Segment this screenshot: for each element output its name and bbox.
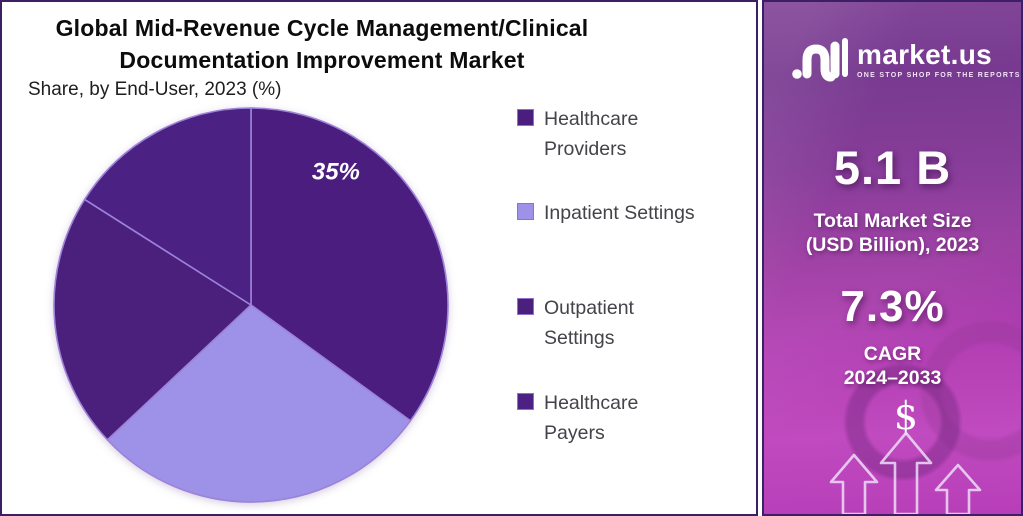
pie-slice-2 xyxy=(53,198,252,441)
pie-slice-0 xyxy=(250,107,449,422)
arrow-up-right-icon xyxy=(934,463,982,514)
brand-logo: market.us ONE STOP SHOP FOR THE REPORTS xyxy=(792,36,1021,84)
arrow-up-left-icon xyxy=(829,453,879,514)
legend-item-3: Healthcare Payers xyxy=(517,388,638,448)
pie-slice-1 xyxy=(106,304,412,503)
brand-tagline: ONE STOP SHOP FOR THE REPORTS xyxy=(857,72,1021,79)
legend-swatch-icon xyxy=(517,298,534,315)
cagr-caption-line2: 2024–2033 xyxy=(843,367,942,389)
legend-item-1: Inpatient Settings xyxy=(517,198,695,228)
legend-label: Healthcare Payers xyxy=(544,392,639,444)
market-size-value: 5.1 B xyxy=(833,141,952,194)
legend-swatch-icon xyxy=(517,203,534,220)
cagr-caption-line1: CAGR xyxy=(863,343,922,365)
chart-panel: Global Mid-Revenue Cycle Management/Clin… xyxy=(0,0,758,516)
chart-title-line1: Global Mid-Revenue Cycle Management/Clin… xyxy=(55,15,589,41)
legend-item-0: Healthcare Providers xyxy=(517,104,638,164)
brand-sidebar: market.us ONE STOP SHOP FOR THE REPORTS … xyxy=(762,0,1023,516)
growth-arrows-icon: $ xyxy=(829,394,982,514)
pie-chart-svg: 35% xyxy=(53,107,449,503)
marketus-logo-icon xyxy=(792,38,848,82)
legend-label: Healthcare Providers xyxy=(544,108,639,160)
market-size-caption-line2: (USD Billion), 2023 xyxy=(805,234,980,256)
brand-name: market.us xyxy=(857,39,992,70)
arrow-up-middle-icon xyxy=(879,431,933,514)
dollar-icon: $ xyxy=(894,394,918,438)
market-size-stat: 5.1 B Total Market Size (USD Billion), 2… xyxy=(764,140,1021,257)
legend-item-2: Outpatient Settings xyxy=(517,293,634,353)
legend-swatch-icon xyxy=(517,393,534,410)
legend-label: Inpatient Settings xyxy=(544,202,695,224)
chart-title-line2: Documentation Improvement Market xyxy=(119,47,525,73)
pie-slice-3 xyxy=(83,107,252,306)
legend-label: Outpatient Settings xyxy=(544,297,634,349)
pie-chart: 35% xyxy=(49,103,453,512)
chart-subtitle: Share, by End-User, 2023 (%) xyxy=(28,79,282,100)
cagr-value: 7.3% xyxy=(840,282,945,331)
brand-text: market.us ONE STOP SHOP FOR THE REPORTS xyxy=(857,39,1021,80)
legend-swatch-icon xyxy=(517,109,534,126)
market-size-caption-line1: Total Market Size xyxy=(813,210,972,232)
pie-slice-label: 35% xyxy=(312,158,360,185)
chart-title: Global Mid-Revenue Cycle Management/Clin… xyxy=(2,12,642,76)
cagr-stat: 7.3% CAGR 2024–2033 xyxy=(764,282,1021,390)
